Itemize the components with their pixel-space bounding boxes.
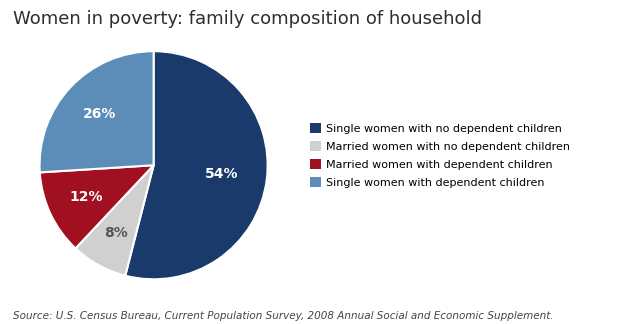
Text: 54%: 54% [205,167,238,181]
Text: Source: U.S. Census Bureau, Current Population Survey, 2008 Annual Social and Ec: Source: U.S. Census Bureau, Current Popu… [13,311,554,321]
Wedge shape [40,51,154,172]
Text: 26%: 26% [83,108,116,122]
Wedge shape [125,51,268,279]
Wedge shape [40,165,154,249]
Text: Women in poverty: family composition of household: Women in poverty: family composition of … [13,10,482,28]
Text: 12%: 12% [70,190,103,204]
Wedge shape [76,165,154,276]
Text: 8%: 8% [104,226,128,240]
Legend: Single women with no dependent children, Married women with no dependent childre: Single women with no dependent children,… [307,120,573,191]
